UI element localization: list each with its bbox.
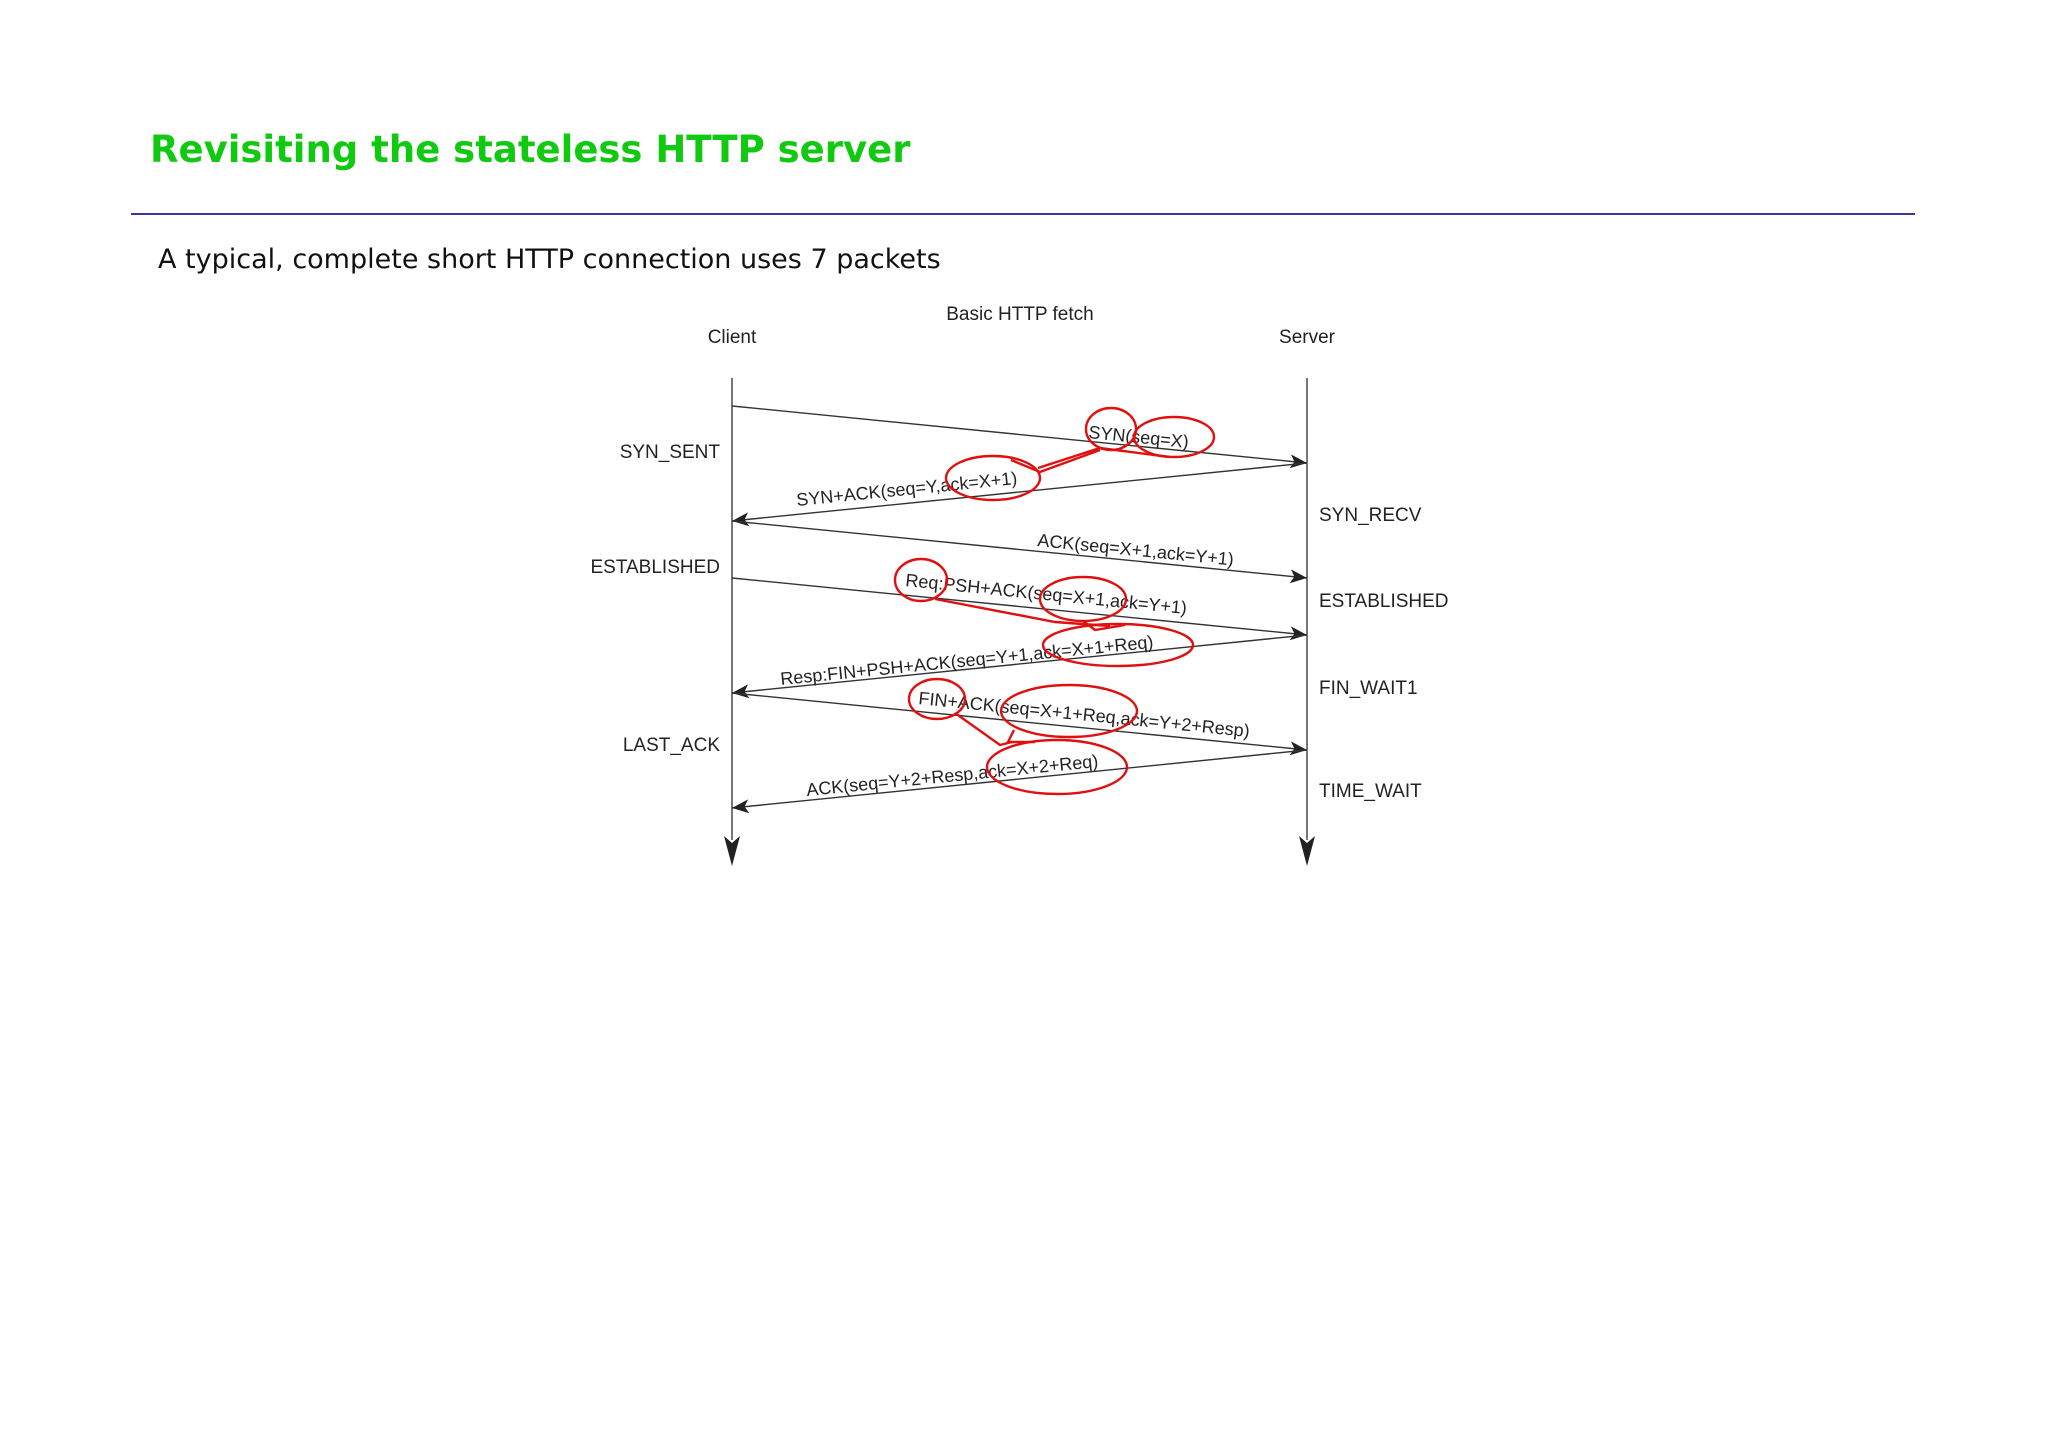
message-label-fin-ack: FIN+ACK(seq=X+1+Req,ack=Y+2+Resp) — [918, 688, 1251, 741]
title-divider — [131, 213, 1915, 215]
annotation-link-seq-to-ack-req — [1082, 620, 1126, 632]
slide-title: Revisiting the stateless HTTP server — [150, 128, 911, 171]
annotation-link-seq-to-ack-final — [1006, 729, 1035, 744]
annotation-circle-ack-x2-req — [985, 738, 1129, 796]
diagram-title: Basic HTTP fetch — [946, 304, 1093, 325]
message-arrow-fin-ack — [731, 692, 1308, 756]
server-label: Server — [1279, 327, 1336, 348]
client-state-last-ack: LAST_ACK — [623, 735, 720, 756]
annotation-circle-fin — [907, 677, 967, 721]
server-state-time-wait: TIME_WAIT — [1319, 781, 1422, 802]
annotation-link-seq-to-ack — [1037, 446, 1171, 470]
annotation-circle-ack-x1 — [944, 454, 1042, 502]
slide-body-text: A typical, complete short HTTP connectio… — [158, 244, 941, 275]
client-label: Client — [708, 327, 757, 348]
server-state-syn-recv: SYN_RECV — [1319, 505, 1422, 526]
message-arrow-ack — [731, 520, 1308, 584]
message-arrow-request — [731, 577, 1308, 641]
annotation-circle-ack-x1-req — [1041, 622, 1195, 668]
message-arrow-syn — [731, 405, 1308, 469]
client-state-established: ESTABLISHED — [590, 557, 720, 578]
annotation-link-syn-to-ack — [1010, 448, 1101, 474]
client-lifeline-arrowhead — [724, 836, 740, 866]
annotation-circle-seq-x1-req — [999, 683, 1139, 739]
message-arrow-final-ack — [731, 749, 1308, 814]
message-arrow-syn-ack — [731, 462, 1308, 527]
client-state-syn-sent: SYN_SENT — [620, 442, 721, 463]
message-arrow-response — [731, 634, 1308, 699]
annotation-circle-seq-x — [1132, 415, 1216, 459]
annotation-circle-req — [893, 557, 949, 603]
server-state-established: ESTABLISHED — [1319, 591, 1449, 612]
server-state-fin-wait1: FIN_WAIT1 — [1319, 678, 1418, 699]
message-label-ack: ACK(seq=X+1,ack=Y+1) — [1037, 530, 1235, 569]
server-lifeline-arrowhead — [1299, 836, 1315, 866]
annotation-link-req-to-ack — [934, 597, 1111, 628]
message-label-response: Resp:FIN+PSH+ACK(seq=Y+1,ack=X+1+Req) — [779, 632, 1154, 689]
